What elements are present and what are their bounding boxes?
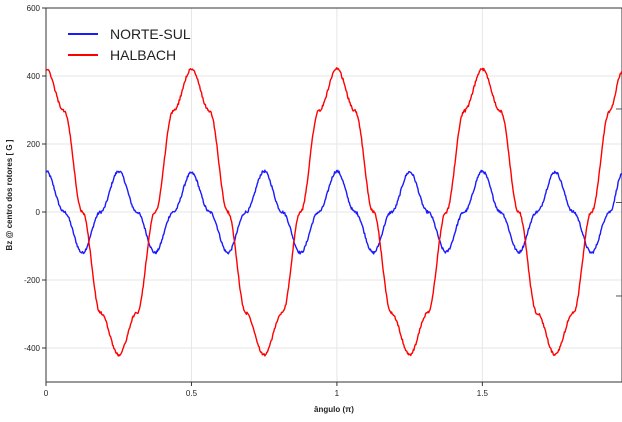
y-axis-title: Bz @ centro dos rotores [ G ]: [5, 139, 14, 250]
plot-frame: [45, 7, 622, 383]
legend: NORTE-SUL HALBACH: [68, 26, 191, 63]
series-line-halbach: [45, 67, 622, 357]
legend-label: NORTE-SUL: [110, 26, 191, 42]
x-tick-label: 1: [335, 389, 340, 398]
grid: [45, 7, 622, 382]
y-tick-label: -200: [24, 276, 41, 285]
y-tick-label: -400: [24, 344, 41, 353]
x-axis-title: ângulo (π): [314, 405, 354, 414]
y-tick-label: 400: [27, 72, 41, 81]
legend-label: HALBACH: [110, 47, 176, 63]
right-axis-ticks: [616, 108, 622, 297]
y-tick-label: 600: [27, 4, 41, 13]
x-tick-label: 1.5: [477, 389, 489, 398]
x-tick-label: 0.5: [186, 389, 198, 398]
y-axis-ticks: -400 -200 0 200 400 600: [24, 4, 46, 353]
series-line-norte-sul: [45, 169, 622, 255]
series-layer: [45, 67, 622, 357]
y-tick-label: 200: [27, 140, 41, 149]
y-tick-label: 0: [36, 208, 41, 217]
x-tick-label: 0: [44, 389, 49, 398]
x-axis-ticks: 0 0.5 1 1.5: [44, 382, 489, 398]
